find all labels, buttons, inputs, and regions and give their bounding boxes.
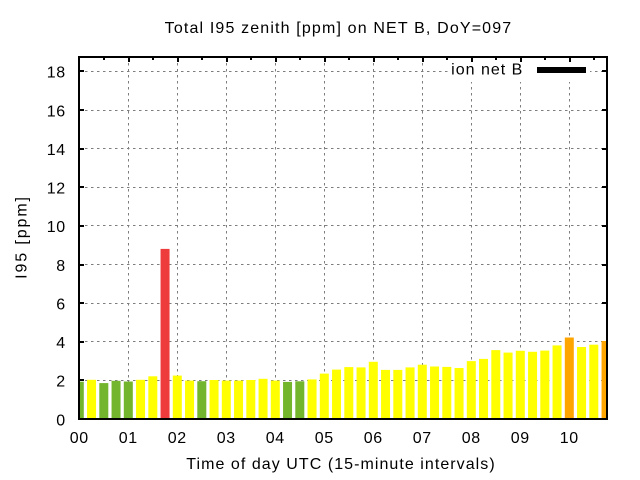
svg-text:I95 [ppm]: I95 [ppm]	[14, 195, 31, 279]
svg-text:10: 10	[560, 430, 579, 447]
svg-text:8: 8	[56, 258, 66, 275]
svg-text:05: 05	[315, 430, 334, 447]
svg-text:18: 18	[47, 65, 66, 82]
svg-text:Total I95 zenith [ppm] on NET: Total I95 zenith [ppm] on NET B, DoY=097	[165, 20, 513, 37]
svg-text:01: 01	[119, 430, 138, 447]
svg-text:14: 14	[47, 142, 66, 159]
svg-text:ion net B: ion net B	[451, 62, 523, 79]
svg-text:02: 02	[168, 430, 187, 447]
svg-text:0: 0	[56, 412, 66, 429]
svg-text:6: 6	[56, 296, 66, 313]
svg-text:10: 10	[47, 219, 66, 236]
svg-text:2: 2	[56, 374, 66, 391]
svg-text:06: 06	[364, 430, 383, 447]
svg-text:08: 08	[462, 430, 481, 447]
svg-text:4: 4	[56, 335, 66, 352]
svg-text:Time of day UTC (15-minute int: Time of day UTC (15-minute intervals)	[186, 456, 495, 473]
svg-text:07: 07	[413, 430, 432, 447]
svg-text:03: 03	[217, 430, 236, 447]
svg-text:16: 16	[47, 103, 66, 120]
svg-text:12: 12	[47, 181, 66, 198]
svg-text:09: 09	[511, 430, 530, 447]
svg-text:04: 04	[266, 430, 285, 447]
svg-text:00: 00	[70, 430, 89, 447]
